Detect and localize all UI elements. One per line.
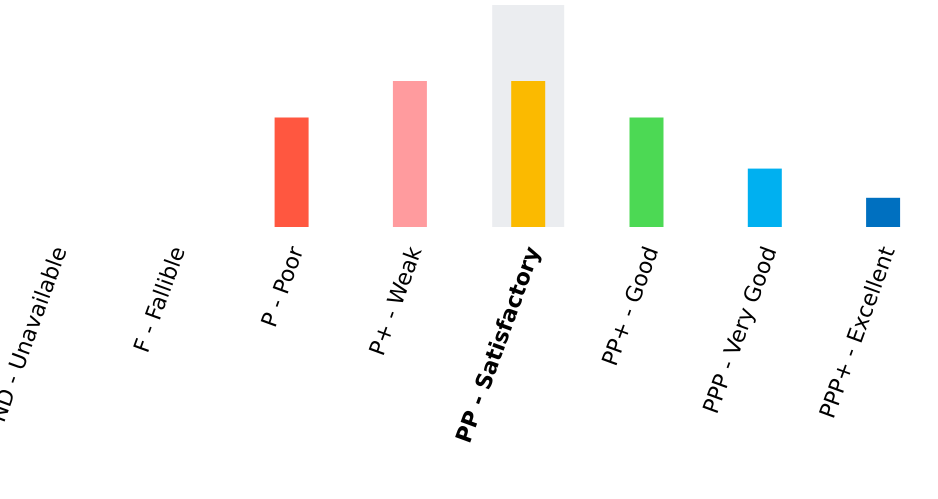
x-tick-label: PPP - Very Good [699,244,783,418]
x-tick-label: P - Poor [257,243,309,331]
x-tick-label: PP - Satisfactory [452,244,546,447]
bar-7[interactable] [866,197,901,227]
bar-4[interactable] [511,81,546,227]
bar-6[interactable] [747,168,782,227]
bar-2[interactable] [274,117,309,228]
x-tick-label: PP+ - Good [598,244,664,370]
bar-3[interactable] [392,81,427,227]
bar-5[interactable] [629,117,664,228]
x-tick-label: PPP+ - Excellent [815,243,900,422]
x-tick-label: P+ - Weak [365,243,428,359]
x-tick-label: F - Fallible [130,244,191,357]
x-tick-label: ND - Unavailable [0,244,73,426]
